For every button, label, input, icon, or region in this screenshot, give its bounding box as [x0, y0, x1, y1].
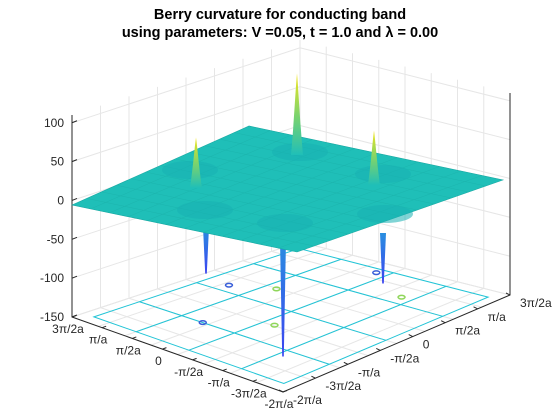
- kx-tick-label: 0: [423, 338, 430, 352]
- negative-peak: [380, 233, 386, 284]
- grid-line: [299, 241, 511, 296]
- ky-tick-mark: [222, 368, 227, 372]
- ky-tick-mark: [282, 390, 288, 393]
- z-axis-ticks: 100 50 0 -50 -100 -150: [40, 116, 78, 324]
- positive-peak: [190, 137, 202, 188]
- ky-tick-label: 3π/2a: [52, 322, 84, 336]
- positive-peaks: [190, 73, 380, 188]
- z-tick-label: -150: [40, 310, 64, 324]
- contour-line: [92, 247, 490, 385]
- z-tick-label: -50: [47, 232, 65, 246]
- surface-dip: [257, 214, 313, 232]
- kx-tick-label: -3π/2a: [325, 379, 361, 393]
- contour-dot: [372, 270, 381, 276]
- positive-peak: [291, 73, 303, 155]
- contour-dot: [224, 282, 234, 288]
- kx-tick-mark: [278, 389, 284, 393]
- surface-dip: [355, 165, 411, 183]
- contour-line: [241, 285, 447, 370]
- kx-axis-ticks: 3π/2a π/a π/2a 0 -π/2a -π/a-3π/2a-2π/a: [278, 292, 552, 407]
- z-tick-mark: [71, 197, 78, 201]
- grid-line: [71, 47, 511, 124]
- kx-tick-mark: [440, 320, 446, 324]
- ky-tick-label: 0: [155, 354, 162, 368]
- kx-tick-label: 3π/2a: [520, 296, 552, 310]
- contour-dot: [198, 320, 208, 326]
- surface-dip: [177, 201, 233, 219]
- floor-contour-grid: [92, 247, 490, 385]
- ky-tick-label: -2π/a: [265, 397, 294, 411]
- grid-line: [71, 241, 511, 318]
- z-tick-label: 50: [51, 155, 65, 169]
- negative-peak: [203, 227, 209, 274]
- kx-tick-mark: [505, 292, 511, 296]
- ky-tick-label: -π/a: [208, 376, 231, 390]
- ky-tick-label: -π/2a: [174, 365, 203, 379]
- kx-tick-mark: [473, 306, 478, 310]
- chart-title-line2: using parameters: V =0.05, t = 1.0 and λ…: [122, 25, 438, 41]
- surface-dip: [162, 161, 218, 179]
- ky-tick-label: π/a: [89, 333, 108, 347]
- z-tick-mark: [71, 159, 78, 163]
- ky-tick-mark: [192, 357, 197, 361]
- negative-peak: [280, 240, 286, 357]
- ky-tick-mark: [71, 315, 77, 318]
- kx-tick-label: -2π/a: [293, 393, 322, 407]
- ky-tick-mark: [252, 379, 258, 382]
- kx-tick-mark: [376, 347, 381, 351]
- surface-mesh-line: [234, 132, 486, 187]
- negative-peaks: [203, 227, 386, 357]
- ky-tick-mark: [162, 347, 167, 350]
- ky-axis-ticks: 3π/2a π/a π/2a 0 -π/2a -π/a-3π/2a-2π/a: [52, 315, 294, 411]
- chart-title-line1: Berry curvature for conducting band: [154, 7, 406, 23]
- kx-tick-label: -π/a: [358, 365, 381, 379]
- ky-tick-label: π/2a: [116, 343, 141, 357]
- z-tick-label: 100: [44, 116, 64, 130]
- contour-dot: [397, 294, 406, 300]
- kx-tick-mark: [343, 361, 349, 365]
- kx-tick-label: -π/2a: [390, 351, 419, 365]
- kx-tick-label: π/a: [488, 310, 507, 324]
- surface-mesh-line: [259, 170, 461, 245]
- surface-dip: [357, 205, 413, 223]
- z-tick-mark: [71, 120, 78, 124]
- kx-tick-label: π/2a: [455, 324, 480, 338]
- z-tick-label: -100: [40, 271, 64, 285]
- kx-tick-mark: [408, 334, 413, 338]
- z-tick-mark: [71, 236, 78, 240]
- contour-dot: [272, 286, 281, 292]
- z-tick-label: 0: [57, 193, 64, 207]
- positive-peak: [368, 130, 380, 185]
- kx-tick-mark: [311, 375, 316, 379]
- z-tick-mark: [71, 275, 78, 279]
- ky-tick-mark: [101, 325, 107, 329]
- ky-tick-mark: [132, 336, 137, 339]
- contour-dot: [270, 322, 279, 328]
- ky-tick-label: -3π/2a: [231, 386, 267, 400]
- surface-plane: [71, 125, 505, 253]
- contour-line: [188, 272, 394, 351]
